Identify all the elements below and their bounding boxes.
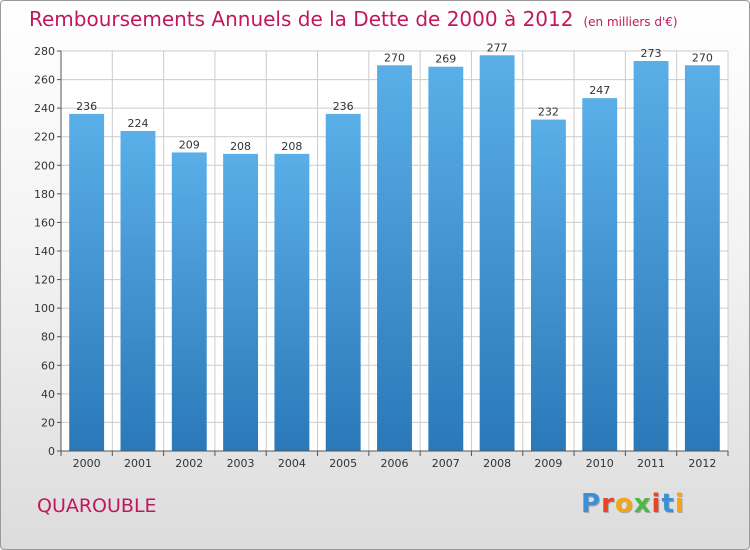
y-tick-label: 280 — [34, 45, 55, 58]
data-label-2010: 247 — [589, 84, 610, 97]
data-label-2004: 208 — [281, 140, 302, 153]
data-label-2012: 270 — [692, 51, 713, 64]
x-tick-label: 2011 — [637, 457, 665, 470]
x-tick-label: 2010 — [586, 457, 614, 470]
x-tick-label: 2001 — [124, 457, 152, 470]
bar-2001 — [120, 131, 156, 451]
bar-2012 — [684, 65, 720, 452]
data-label-2008: 277 — [487, 41, 508, 54]
y-tick-label: 120 — [34, 274, 55, 287]
y-tick-label: 140 — [34, 245, 55, 258]
bar-2003 — [223, 153, 259, 451]
bar-2000 — [69, 113, 105, 451]
y-tick-label: 200 — [34, 159, 55, 172]
y-tick-label: 80 — [41, 331, 55, 344]
chart-title: Remboursements Annuels de la Dette de 20… — [29, 7, 678, 31]
y-tick-label: 180 — [34, 188, 55, 201]
bar-2011 — [633, 61, 669, 451]
y-tick-label: 0 — [48, 445, 55, 458]
data-label-2002: 209 — [179, 138, 200, 151]
y-tick-label: 40 — [41, 388, 55, 401]
x-tick-label: 2009 — [534, 457, 562, 470]
data-label-2001: 224 — [127, 117, 148, 130]
logo-letter: P — [581, 489, 602, 519]
x-tick-label: 2005 — [329, 457, 357, 470]
x-tick-label: 2002 — [175, 457, 203, 470]
logo-letter: r — [601, 489, 615, 519]
data-label-2005: 236 — [333, 100, 354, 113]
x-tick-label: 2003 — [227, 457, 255, 470]
bar-2004 — [274, 153, 310, 451]
bar-2002 — [171, 152, 207, 451]
logo-letter: x — [633, 489, 652, 519]
x-tick-label: 2006 — [381, 457, 409, 470]
x-tick-label: 2007 — [432, 457, 460, 470]
proxiti-logo: Proxiti — [581, 489, 685, 519]
bars: 236 224 209 208 208 236 270 269 277 232 247 273 270 — [69, 41, 720, 452]
x-tick-label: 2012 — [688, 457, 716, 470]
y-tick-label: 240 — [34, 102, 55, 115]
y-tick-label: 220 — [34, 131, 55, 144]
bar-2009 — [530, 119, 566, 452]
data-label-2011: 273 — [641, 47, 662, 60]
data-label-2006: 270 — [384, 51, 405, 64]
commune-name: QUAROUBLE — [37, 495, 157, 517]
y-tick-label: 60 — [41, 359, 55, 372]
data-label-2003: 208 — [230, 140, 251, 153]
axes: 0 20 40 60 80 100 120 140 160 180 200 220 240 260 280 2… — [34, 45, 729, 470]
logo-letter: i — [651, 489, 662, 519]
data-label-2007: 269 — [435, 53, 456, 66]
y-tick-label: 20 — [41, 416, 55, 429]
bar-2006 — [377, 65, 412, 452]
logo-letter: t — [661, 489, 675, 519]
chart-unit: (en milliers d'€) — [583, 15, 678, 29]
data-label-2000: 236 — [76, 100, 97, 113]
bar-2005 — [325, 113, 361, 451]
logo-letter: o — [614, 489, 634, 519]
bar-2010 — [582, 98, 618, 452]
bar-2008 — [479, 55, 515, 452]
y-tick-label: 100 — [34, 302, 55, 315]
x-tick-label: 2008 — [483, 457, 511, 470]
logo-letter: i — [674, 489, 685, 519]
y-tick-label: 160 — [34, 216, 55, 229]
x-tick-label: 2000 — [73, 457, 101, 470]
data-label-2009: 232 — [538, 106, 559, 119]
bar-2007 — [428, 66, 464, 451]
x-tick-label: 2004 — [278, 457, 306, 470]
y-tick-label: 260 — [34, 74, 55, 87]
